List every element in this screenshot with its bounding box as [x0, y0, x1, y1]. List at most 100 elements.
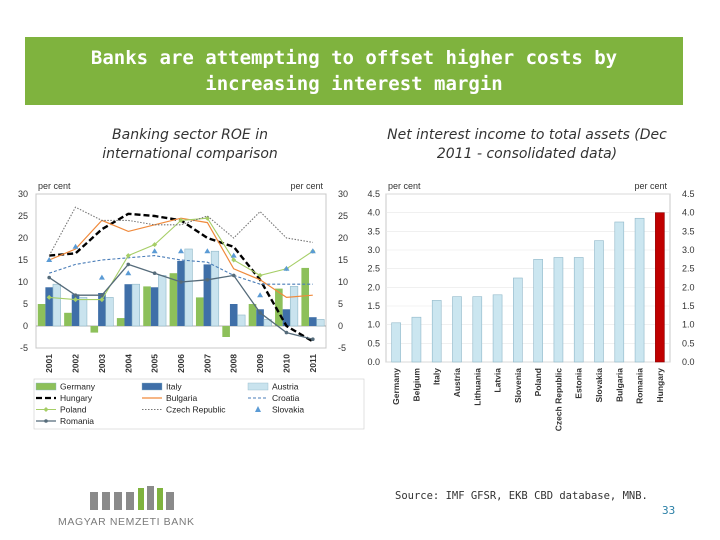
- y-tick-label-right: 20: [338, 233, 348, 243]
- x-tick-label: 2011: [308, 354, 318, 373]
- right-chart-subtitle: Net interest income to total assets (Dec…: [362, 126, 692, 164]
- x-tick-label: Hungary: [655, 368, 665, 403]
- legend-label-poland: Poland: [60, 405, 87, 415]
- x-tick-label: 2005: [150, 354, 160, 373]
- roe-chart: -5 -5 0 0 5 5 10 10 15 15 20 20 25 25 30 30 per cent per …: [18, 181, 365, 430]
- x-tick-label: 2003: [97, 354, 107, 373]
- bar-austria-2011: [316, 319, 325, 327]
- point-slovakia-2011: [309, 248, 316, 254]
- bar-italy-2005: [150, 287, 159, 326]
- bar-austria-2010: [289, 286, 299, 327]
- line-croatia: [49, 255, 313, 285]
- x-tick-label: 2002: [71, 354, 81, 373]
- x-tick-label: 2006: [176, 354, 186, 373]
- bar-italy-2002: [71, 294, 80, 326]
- title-line-1: Banks are attempting to offset higher co…: [90, 47, 618, 69]
- point-romania-2003: [100, 293, 104, 297]
- legend-label-slovakia: Slovakia: [272, 405, 304, 415]
- bar-germany-2004: [116, 318, 125, 326]
- unit-label-left: per cent: [38, 181, 71, 191]
- bar-latvia: [492, 294, 503, 363]
- bar-austria-2009: [263, 319, 272, 327]
- right-subtitle-line-1: Net interest income to total assets (Dec: [387, 127, 667, 143]
- bar-germany-2002: [64, 312, 72, 326]
- x-tick-label: 2001: [44, 354, 54, 373]
- bar-austria-2007: [210, 250, 220, 327]
- x-tick-label: 2010: [281, 354, 291, 373]
- y-tick-label-right: 2.5: [682, 264, 695, 274]
- logo-text: MAGYAR NEMZETI BANK: [58, 516, 195, 528]
- y-tick-label-right: 15: [338, 255, 348, 265]
- bar-germany: [391, 322, 401, 363]
- x-tick-label: Italy: [432, 368, 442, 385]
- bar-italy-2009: [256, 309, 264, 326]
- point-romania-2001: [47, 275, 51, 280]
- bar-germany-2007: [195, 297, 204, 326]
- bar-austria: [452, 296, 462, 363]
- point-slovakia-2010: [283, 265, 290, 271]
- y-tick-label-left: 10: [18, 277, 28, 287]
- point-poland-2009: [257, 272, 263, 278]
- x-tick-label: Poland: [533, 368, 543, 396]
- y-tick-label-right: 1.5: [682, 301, 695, 311]
- bar-germany-2003: [90, 326, 99, 333]
- y-tick-label-right: 3.0: [682, 245, 695, 255]
- y-tick-label-right: 4.5: [682, 189, 695, 199]
- y-tick-label-left: 2.5: [367, 264, 380, 274]
- legend-label-romania: Romania: [60, 416, 94, 426]
- point-slovakia-2003: [98, 274, 105, 280]
- legend-swatch-austria: [247, 382, 269, 391]
- bar-slovenia: [513, 277, 523, 363]
- point-poland-2008: [231, 257, 237, 263]
- y-tick-label-left: 1.5: [367, 301, 380, 311]
- y-tick-label-right: 10: [338, 277, 348, 287]
- bar-italy-2007: [203, 264, 212, 326]
- x-tick-label: Estonia: [574, 368, 584, 399]
- y-tick-label-right: 0: [338, 321, 343, 331]
- bar-italy: [431, 300, 442, 363]
- y-tick-label-left: 30: [18, 189, 28, 199]
- point-romania-2009: [258, 311, 262, 315]
- y-tick-label-right: 0.5: [682, 338, 695, 348]
- point-romania-2004: [126, 262, 131, 267]
- legend-box: [33, 378, 365, 430]
- bar-slovakia: [594, 240, 604, 363]
- legend-label-italy: Italy: [166, 382, 182, 392]
- point-slovakia-2009: [257, 292, 264, 298]
- y-tick-label-right: -5: [338, 343, 346, 353]
- y-tick-label-left: 1.0: [367, 320, 380, 330]
- y-tick-label-left: 4.0: [367, 208, 380, 218]
- x-tick-label: 2008: [229, 354, 239, 373]
- point-romania-2007: [205, 278, 210, 282]
- point-romania-2008: [231, 273, 236, 278]
- bar-austria-2006: [184, 248, 193, 327]
- legend-label-hungary: Hungary: [60, 393, 93, 403]
- x-tick-label: Belgium: [411, 368, 421, 402]
- y-tick-label-left: 2.0: [367, 282, 380, 292]
- y-tick-label-left: 20: [18, 233, 28, 243]
- y-tick-label-right: 0.0: [682, 357, 695, 367]
- point-slovakia-2004: [125, 270, 132, 276]
- x-tick-label: Austria: [452, 368, 462, 398]
- bar-germany-2008: [222, 326, 230, 337]
- point-slovakia-2007: [204, 248, 211, 254]
- point-romania-2002: [73, 293, 78, 297]
- bar-belgium: [411, 316, 422, 363]
- y-tick-label-left: 25: [18, 211, 28, 221]
- x-tick-label: Slovakia: [594, 368, 604, 403]
- y-tick-label-left: 0: [23, 321, 28, 331]
- title-banner: Banks are attempting to offset higher co…: [25, 37, 683, 105]
- legend-marker-romania: [44, 419, 48, 423]
- legend-swatch-italy: [141, 382, 163, 391]
- y-tick-label-left: 4.5: [367, 189, 380, 199]
- legend-label-austria: Austria: [272, 382, 299, 392]
- unit-label-left: per cent: [388, 181, 421, 191]
- bar-italy-2011: [309, 317, 317, 326]
- x-tick-label: Latvia: [493, 368, 503, 393]
- bar-germany-2005: [143, 286, 151, 326]
- bar-estonia: [573, 257, 584, 363]
- point-poland-2007: [204, 215, 210, 221]
- legend-label-croatia: Croatia: [272, 393, 300, 403]
- unit-label-right: per cent: [634, 181, 667, 191]
- bar-austria-2002: [79, 297, 88, 327]
